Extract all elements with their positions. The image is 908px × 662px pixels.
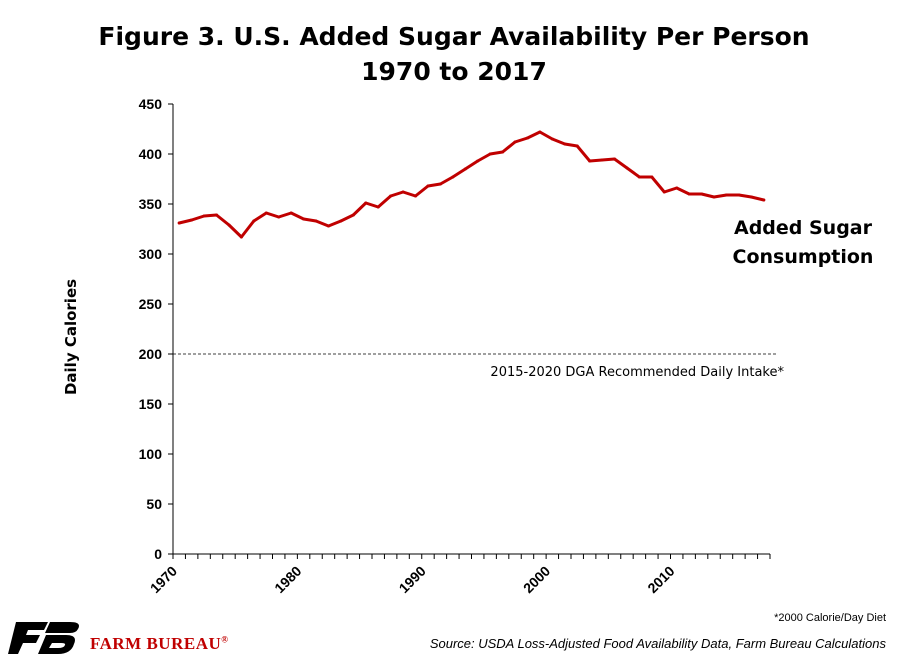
data-point xyxy=(463,167,467,171)
data-point xyxy=(600,158,604,162)
data-point xyxy=(264,211,268,215)
data-point xyxy=(389,194,393,198)
footnote: *2000 Calorie/Day Diet xyxy=(774,612,886,624)
x-tick-label: 1970 xyxy=(147,563,180,596)
data-point xyxy=(613,157,617,161)
y-tick-label: 400 xyxy=(139,146,163,162)
data-point xyxy=(563,142,567,146)
series-group xyxy=(177,130,766,239)
data-point xyxy=(215,213,219,217)
data-point xyxy=(724,193,728,197)
data-point xyxy=(326,224,330,228)
data-point xyxy=(650,175,654,179)
data-point xyxy=(762,198,766,202)
data-point xyxy=(476,159,480,163)
data-point xyxy=(525,136,529,140)
data-point xyxy=(277,215,281,219)
farm-bureau-brand: FARM BUREAU® xyxy=(90,634,229,654)
farm-bureau-fb-logo-icon xyxy=(8,620,80,661)
y-tick-label: 100 xyxy=(139,446,163,462)
y-tick-label: 50 xyxy=(146,496,162,512)
registered-mark: ® xyxy=(221,634,229,645)
data-point xyxy=(314,219,318,223)
data-point xyxy=(575,144,579,148)
data-point xyxy=(687,192,691,196)
data-point xyxy=(426,184,430,188)
data-point xyxy=(376,205,380,209)
y-tick-label: 350 xyxy=(139,196,163,212)
data-point xyxy=(451,175,455,179)
data-point xyxy=(289,211,293,215)
series-label: Added Sugar xyxy=(734,217,873,239)
data-point xyxy=(550,137,554,141)
data-point xyxy=(202,214,206,218)
x-tick-label: 1980 xyxy=(271,563,304,596)
data-point xyxy=(700,192,704,196)
y-axis-title: Daily Calories xyxy=(62,279,80,395)
brand-name: FARM BUREAU xyxy=(90,634,222,653)
data-point xyxy=(625,166,629,170)
data-point xyxy=(351,213,355,217)
data-point xyxy=(239,235,243,239)
data-point xyxy=(513,140,517,144)
y-tick-label: 200 xyxy=(139,346,163,362)
data-point xyxy=(364,201,368,205)
data-point xyxy=(252,219,256,223)
y-tick-label: 250 xyxy=(139,296,163,312)
chart-subtitle: 1970 to 2017 xyxy=(361,57,547,86)
data-point xyxy=(177,221,181,225)
x-tick-label: 2010 xyxy=(644,563,677,596)
data-point xyxy=(401,190,405,194)
chart-axes: 0 50 100 150 200 250 300 350 400 450 1970 1980 1990 2… xyxy=(62,96,771,596)
chart-labels: Added Sugar Consumption xyxy=(733,217,874,268)
y-tick-label: 450 xyxy=(139,96,163,112)
data-point xyxy=(339,219,343,223)
data-point xyxy=(637,175,641,179)
source-note: Source: USDA Loss-Adjusted Food Availabi… xyxy=(429,636,886,651)
data-point xyxy=(588,159,592,163)
series-line-added-sugar xyxy=(177,130,766,239)
data-point xyxy=(501,150,505,154)
data-point xyxy=(737,193,741,197)
x-tick-label: 1990 xyxy=(396,563,429,596)
data-point xyxy=(675,186,679,190)
data-point xyxy=(662,190,666,194)
chart-title: Figure 3. U.S. Added Sugar Availability … xyxy=(98,22,810,51)
series-label: Consumption xyxy=(733,246,874,268)
data-point xyxy=(488,152,492,156)
data-point xyxy=(538,130,542,134)
data-point xyxy=(190,218,194,222)
data-point xyxy=(749,195,753,199)
y-tick-label: 300 xyxy=(139,246,163,262)
y-tick-label: 0 xyxy=(154,546,162,562)
reference-line-label: 2015-2020 DGA Recommended Daily Intake* xyxy=(490,365,784,380)
data-point xyxy=(414,194,418,198)
reference-line-group: 2015-2020 DGA Recommended Daily Intake* xyxy=(173,353,784,380)
x-tick-label: 2000 xyxy=(520,563,553,596)
data-point xyxy=(227,223,231,227)
data-point xyxy=(712,195,716,199)
data-point xyxy=(438,182,442,186)
y-tick-label: 150 xyxy=(139,396,163,412)
data-point xyxy=(302,217,306,221)
